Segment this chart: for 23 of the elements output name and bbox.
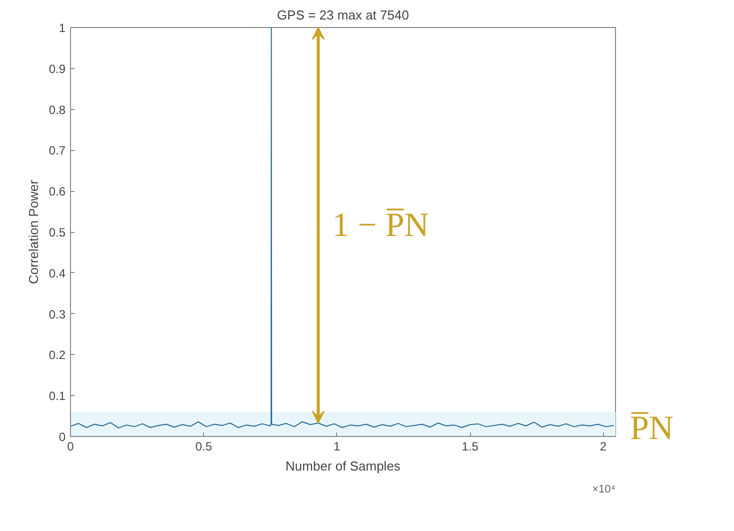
y-tick-label: 0.7 [48, 144, 66, 158]
line-series [70, 28, 614, 428]
y-tick-label: 0.1 [48, 389, 66, 404]
x-tick-label: 2 [600, 440, 607, 454]
y-tick-label: 0.4 [48, 266, 66, 280]
x-tick-label: 1.5 [462, 440, 479, 454]
y-tick-label: 0.3 [48, 307, 66, 322]
y-tick-label: 1 [58, 21, 66, 35]
annotation: 1 − P̅N [332, 206, 429, 244]
y-tick-label: 0.8 [48, 102, 66, 117]
y-tick-label: 0 [58, 430, 66, 444]
x-tick-label: 0.5 [195, 440, 212, 454]
text: ×10⁴ [592, 484, 616, 496]
y-tick-label: 0.9 [48, 62, 66, 76]
chart-title: GPS = 23 max at 7540 [277, 8, 409, 22]
y-axis-title: Correlation Power [26, 179, 41, 284]
x-tick-label: 0 [67, 440, 74, 454]
text: P̅N [630, 409, 674, 449]
x-tick-label: 1 [334, 440, 341, 454]
y-tick-label: 0.6 [48, 184, 66, 199]
x-axis-title: Number of Samples [286, 458, 401, 474]
y-tick-label: 0.5 [48, 226, 66, 240]
y-tick-label: 0.2 [48, 348, 66, 362]
